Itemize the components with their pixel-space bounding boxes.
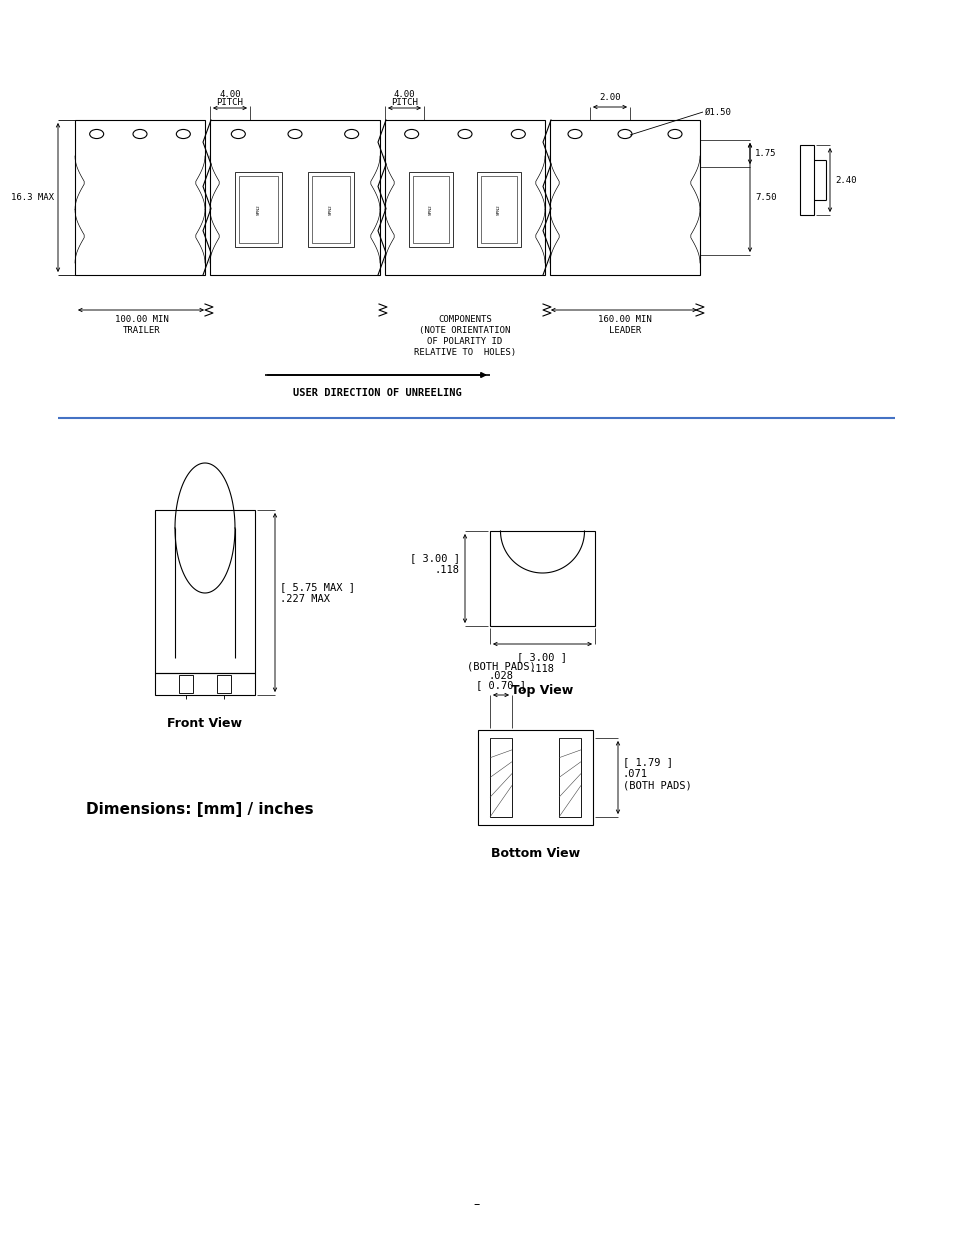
Bar — [800, 144, 813, 215]
Bar — [558, 739, 580, 818]
Text: 2.00: 2.00 — [598, 93, 620, 103]
Text: 100.00 MIN: 100.00 MIN — [115, 315, 169, 324]
Bar — [154, 673, 254, 695]
Text: LEADER: LEADER — [608, 326, 640, 335]
Text: SPN2: SPN2 — [329, 204, 333, 215]
Text: 1.75: 1.75 — [754, 149, 776, 158]
Bar — [550, 120, 700, 275]
Bar — [154, 510, 254, 673]
Bar — [490, 531, 595, 626]
Text: Dimensions: [mm] / inches: Dimensions: [mm] / inches — [86, 803, 314, 818]
Text: SPN2: SPN2 — [497, 204, 500, 215]
Bar — [239, 177, 278, 243]
Text: COMPONENTS: COMPONENTS — [437, 315, 492, 324]
Text: [ 5.75 MAX ]
.227 MAX: [ 5.75 MAX ] .227 MAX — [280, 583, 355, 604]
Text: SPN2: SPN2 — [256, 204, 260, 215]
Text: 7.50: 7.50 — [754, 193, 776, 203]
Bar — [216, 676, 231, 693]
Bar — [477, 730, 593, 825]
Text: [ 1.79 ]
.071
(BOTH PADS): [ 1.79 ] .071 (BOTH PADS) — [622, 757, 691, 790]
Bar — [210, 120, 379, 275]
Text: .028: .028 — [488, 671, 513, 680]
Text: Ø1.50: Ø1.50 — [704, 107, 731, 116]
Bar — [385, 120, 544, 275]
Bar — [409, 172, 453, 247]
Text: (BOTH PADS): (BOTH PADS) — [466, 662, 535, 672]
Bar — [476, 172, 520, 247]
Text: (NOTE ORIENTATION: (NOTE ORIENTATION — [419, 326, 510, 335]
Text: 160.00 MIN: 160.00 MIN — [598, 315, 651, 324]
Text: TRAILER: TRAILER — [123, 326, 161, 335]
Text: 4.00: 4.00 — [394, 90, 415, 99]
Bar — [308, 172, 355, 247]
Text: PITCH: PITCH — [216, 98, 243, 107]
Text: [ 0.70 ]: [ 0.70 ] — [476, 680, 525, 690]
Text: Front View: Front View — [168, 718, 242, 730]
Text: –: – — [474, 1198, 479, 1212]
Bar — [413, 177, 449, 243]
Text: 16.3 MAX: 16.3 MAX — [11, 193, 54, 203]
Text: OF POLARITY ID: OF POLARITY ID — [427, 337, 502, 346]
Text: USER DIRECTION OF UNREELING: USER DIRECTION OF UNREELING — [293, 388, 461, 398]
Text: Top View: Top View — [511, 684, 573, 697]
Text: 2.40: 2.40 — [834, 175, 856, 184]
Text: [ 3.00 ]
.118: [ 3.00 ] .118 — [410, 553, 459, 576]
Text: SPN2: SPN2 — [429, 204, 433, 215]
Bar — [480, 177, 517, 243]
Text: PITCH: PITCH — [391, 98, 417, 107]
Text: 4.00: 4.00 — [219, 90, 240, 99]
Bar — [312, 177, 350, 243]
Text: RELATIVE TO  HOLES): RELATIVE TO HOLES) — [414, 348, 516, 357]
Bar — [235, 172, 282, 247]
Bar — [75, 120, 205, 275]
Text: Bottom View: Bottom View — [491, 847, 579, 860]
Bar — [490, 739, 512, 818]
Bar — [179, 676, 193, 693]
Text: [ 3.00 ]
.118: [ 3.00 ] .118 — [517, 652, 567, 673]
